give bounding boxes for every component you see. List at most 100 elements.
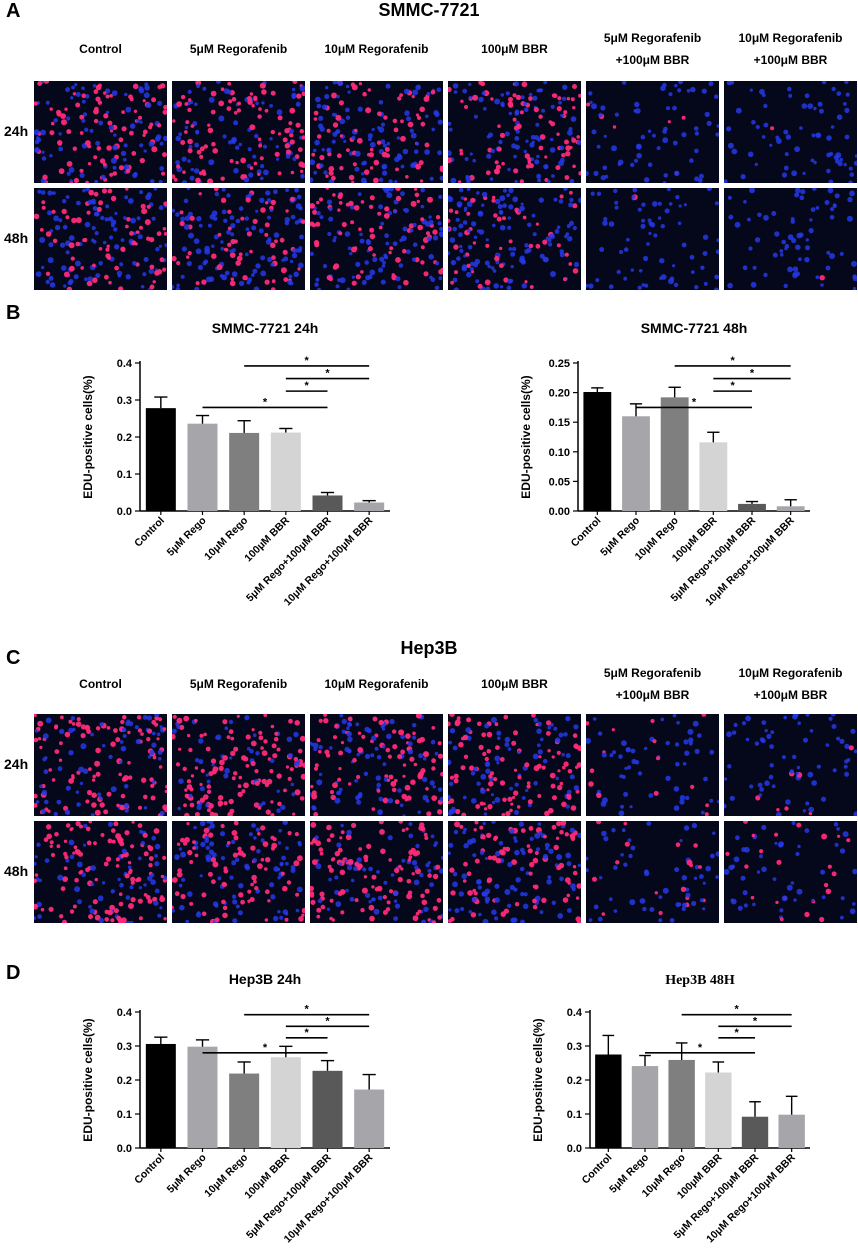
micrograph <box>586 188 719 290</box>
micrograph <box>34 821 167 923</box>
y-tick-label: 0.20 <box>549 388 570 400</box>
micrograph <box>724 821 857 923</box>
column-label: 5μM Regorafenib <box>168 673 309 695</box>
panel-letter-b: B <box>6 302 21 324</box>
bar <box>631 1066 659 1148</box>
column-label: Control <box>30 38 171 60</box>
y-tick-label: 0.2 <box>117 1075 132 1087</box>
y-tick-label: 0.00 <box>549 506 570 518</box>
column-label-line2: +100μM BBR <box>615 688 690 702</box>
section-title-smmc: SMMC-7721 <box>378 0 480 20</box>
bar <box>741 1116 769 1148</box>
bar <box>699 442 728 511</box>
bar <box>229 1073 260 1148</box>
micrograph <box>586 714 719 816</box>
micrograph <box>310 714 443 816</box>
micrograph <box>34 714 167 816</box>
micrograph <box>172 81 305 183</box>
row-label: 48h <box>4 863 29 879</box>
bar <box>229 432 260 511</box>
micrograph <box>724 81 857 183</box>
column-label-line1: 100μM BBR <box>481 677 548 691</box>
significance-label: * <box>305 380 310 392</box>
y-tick-label: 0.10 <box>549 447 570 459</box>
significance-label: * <box>692 396 697 408</box>
column-label-line1: 10μM Regorafenib <box>324 42 429 56</box>
panel-letter-d: D <box>6 962 21 984</box>
significance-label: * <box>698 1042 703 1054</box>
column-label-line1: 5μM Regorafenib <box>603 666 702 680</box>
column-label-line2: +100μM BBR <box>615 53 690 67</box>
x-tick-label: 5μM Rego <box>165 515 209 559</box>
y-tick-label: 0.4 <box>117 1007 133 1019</box>
micrograph <box>724 714 857 816</box>
panel-letter-a: A <box>6 0 21 22</box>
significance-label: * <box>325 368 330 380</box>
column-label-line2: +100μM BBR <box>753 53 828 67</box>
micrograph <box>448 81 581 183</box>
significance-label: * <box>735 1027 740 1039</box>
bar <box>187 423 218 511</box>
bar <box>187 1046 218 1148</box>
chart-title: SMMC-7721 48h <box>641 320 748 336</box>
bar <box>622 416 650 511</box>
y-tick-label: 0.4 <box>117 358 133 370</box>
bar <box>270 1057 301 1148</box>
y-tick-label: 0.0 <box>567 1143 582 1155</box>
column-label: 5μM Regorafenib +100μM BBR <box>582 27 723 71</box>
bar <box>145 408 176 511</box>
panel-letter-c: C <box>6 647 21 669</box>
significance-label: * <box>263 396 268 408</box>
chart-smmc-24h: SMMC-7721 24h EDU-positive cells(%) 0.0 0.1… <box>81 320 390 608</box>
column-label: 100μM BBR <box>444 673 585 695</box>
micrograph <box>34 81 167 183</box>
bar <box>776 506 805 511</box>
y-tick-label: 0.2 <box>567 1075 582 1087</box>
micrograph <box>586 821 719 923</box>
x-tick-label: 5μM Rego <box>165 1152 209 1196</box>
micrograph <box>448 714 581 816</box>
bar <box>595 1054 622 1148</box>
x-tick-label: 5μM Rego+100μM BBR <box>244 514 334 604</box>
row-label: 48h <box>4 230 29 246</box>
column-label: 10μM Regorafenib +100μM BBR <box>720 662 858 706</box>
micrograph <box>310 188 443 290</box>
y-axis-label: EDU-positive cells(%) <box>519 375 533 498</box>
column-label: 5μM Regorafenib <box>168 38 309 60</box>
column-label: 10μM Regorafenib +100μM BBR <box>720 27 858 71</box>
y-tick-label: 0.2 <box>117 432 132 444</box>
column-label-line2: +100μM BBR <box>753 688 828 702</box>
significance-label: * <box>750 368 755 380</box>
bar <box>354 1089 385 1148</box>
significance-label: * <box>731 355 736 367</box>
micrograph <box>448 821 581 923</box>
bar <box>145 1043 176 1148</box>
chart-title: SMMC-7721 24h <box>212 320 319 336</box>
column-label-line1: 5μM Regorafenib <box>189 42 288 56</box>
x-tick-label: Control <box>580 1152 615 1187</box>
bar <box>660 397 689 511</box>
y-axis-label: EDU-positive cells(%) <box>81 1018 95 1141</box>
y-tick-label: 0.1 <box>117 1109 132 1121</box>
x-tick-label: 10μM Rego+100μM BBR <box>282 1151 376 1245</box>
significance-label: * <box>753 1015 758 1027</box>
y-tick-label: 0.3 <box>567 1041 582 1053</box>
y-tick-label: 0.0 <box>117 1143 132 1155</box>
significance-label: * <box>305 355 310 367</box>
column-label: 10μM Regorafenib <box>306 38 447 60</box>
chart-hep3b-48h: Hep3B 48H EDU-positive cells(%) 0.0 0.1 0.2 0… <box>531 973 810 1245</box>
y-axis-label: EDU-positive cells(%) <box>531 1018 545 1141</box>
column-label-line1: 100μM BBR <box>481 42 548 56</box>
bar <box>583 392 612 511</box>
micrograph <box>172 821 305 923</box>
significance-label: * <box>305 1027 310 1039</box>
significance-label: * <box>735 1004 740 1016</box>
significance-label: * <box>731 380 736 392</box>
micrograph <box>172 714 305 816</box>
x-tick-label: 5μM Rego+100μM BBR <box>244 1151 334 1241</box>
column-label-line1: 10μM Regorafenib <box>324 677 429 691</box>
x-tick-label: Control <box>569 515 604 550</box>
y-axis-label: EDU-positive cells(%) <box>81 375 95 498</box>
x-tick-label: Control <box>132 1152 167 1187</box>
y-tick-label: 0.3 <box>117 395 132 407</box>
